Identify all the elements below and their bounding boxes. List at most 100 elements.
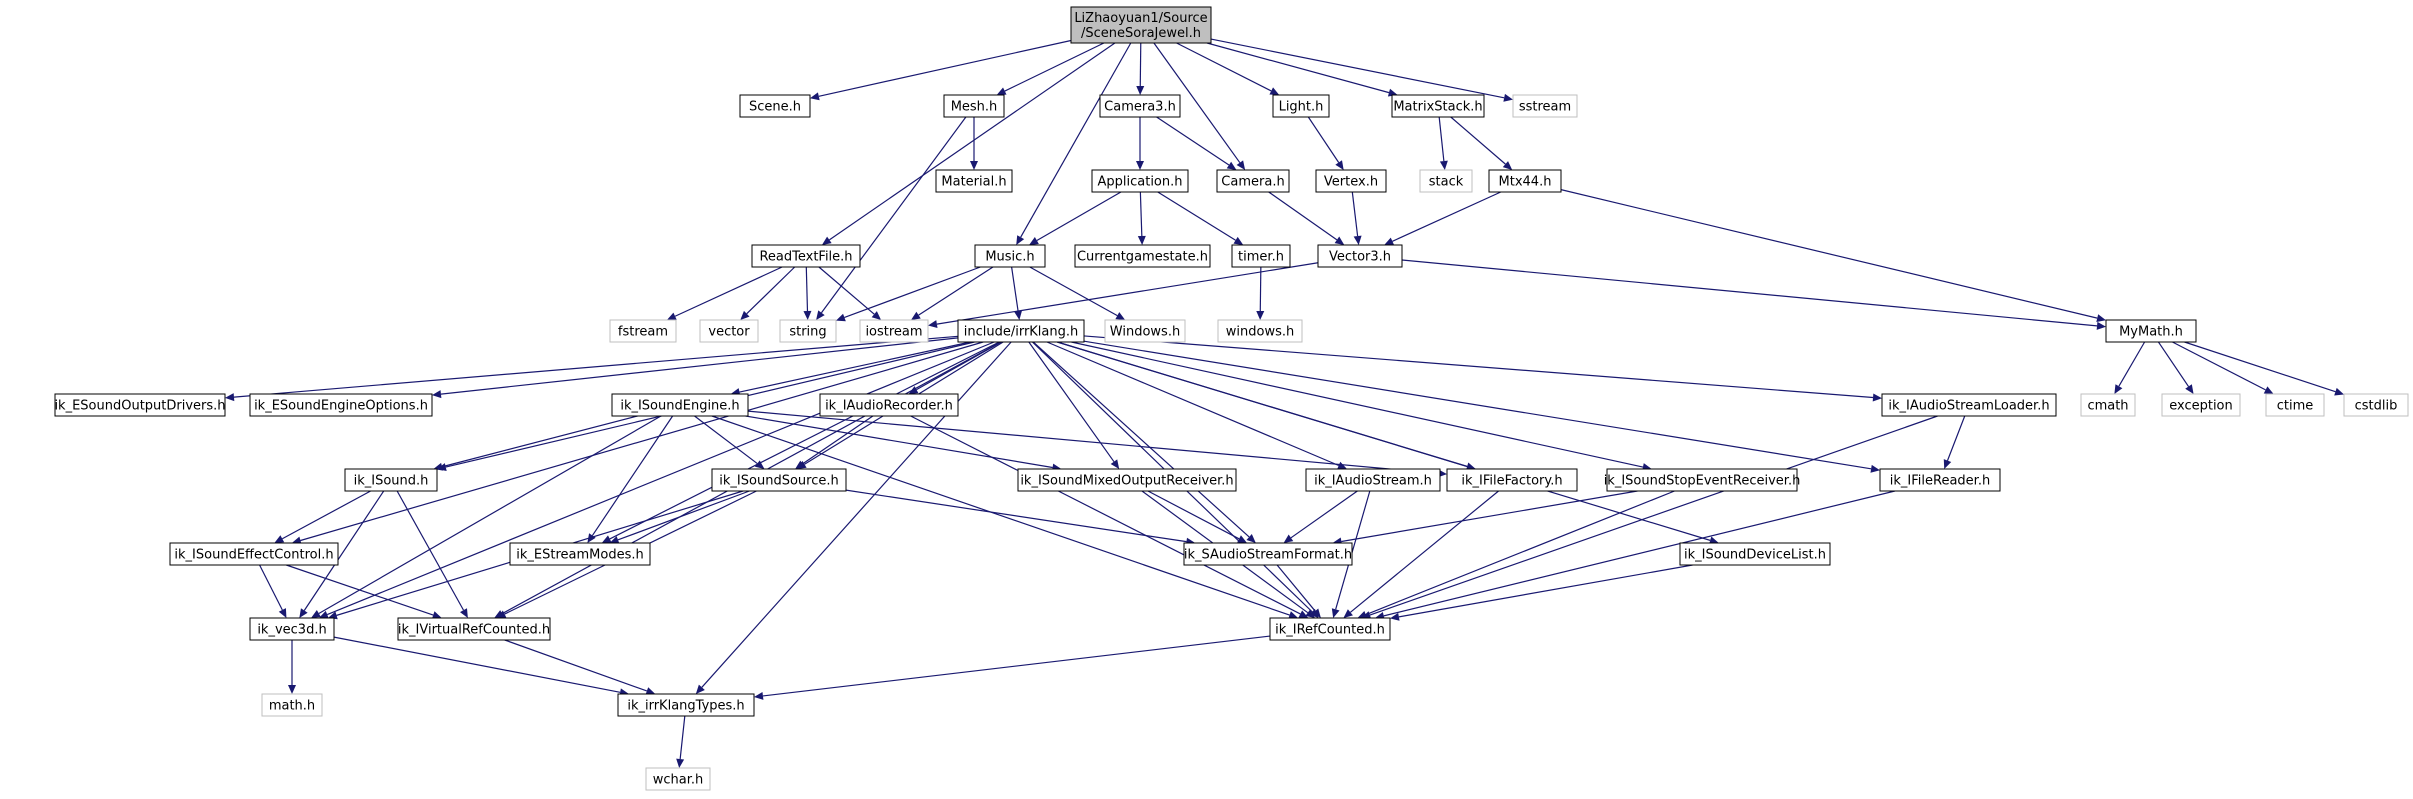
node-isoundstopeventreceiver[interactable]: ik_ISoundStopEventReceiver.h bbox=[1604, 468, 1801, 492]
node-mymath[interactable]: MyMath.h bbox=[2105, 319, 2197, 343]
arrowhead-icon bbox=[2096, 314, 2106, 323]
node-label: Camera.h bbox=[1221, 175, 1284, 190]
node-vertex[interactable]: Vertex.h bbox=[1315, 169, 1387, 193]
node-esoundoutputdrivers[interactable]: ik_ESoundOutputDrivers.h bbox=[54, 393, 226, 417]
node-label: Music.h bbox=[985, 250, 1034, 265]
edge-root-to-sstream bbox=[1210, 38, 1513, 102]
node-irefcounted[interactable]: ik_IRefCounted.h bbox=[1269, 617, 1391, 641]
node-irrklangtypes[interactable]: ik_irrKlangTypes.h bbox=[617, 693, 755, 717]
node-light[interactable]: Light.h bbox=[1272, 94, 1330, 118]
node-label: Mtx44.h bbox=[1499, 175, 1552, 190]
arrowhead-icon bbox=[1503, 93, 1513, 102]
node-box bbox=[1879, 468, 2001, 492]
node-label: ctime bbox=[2277, 399, 2314, 414]
edge-line bbox=[1401, 259, 2098, 327]
edge-irrklang-to-isoundeffectcontrol bbox=[291, 341, 984, 545]
node-mesh[interactable]: Mesh.h bbox=[943, 94, 1005, 118]
node-material[interactable]: Material.h bbox=[935, 169, 1013, 193]
node-label: Light.h bbox=[1279, 100, 1324, 115]
node-label: ik_IFileReader.h bbox=[1890, 474, 1990, 489]
node-iostream: iostream bbox=[859, 319, 929, 343]
edge-isounddevicelist-to-irefcounted bbox=[1390, 564, 1693, 621]
edge-line bbox=[918, 266, 994, 316]
node-estreammodes[interactable]: ik_EStreamModes.h bbox=[509, 542, 651, 566]
node-isoundmixedoutputreceiver[interactable]: ik_ISoundMixedOutputReceiver.h bbox=[1017, 468, 1237, 492]
arrowhead-icon bbox=[225, 393, 235, 402]
arrowhead-icon bbox=[1136, 85, 1145, 95]
arrowhead-icon bbox=[1872, 393, 1882, 402]
edge-line bbox=[820, 116, 967, 314]
node-ifilereader[interactable]: ik_IFileReader.h bbox=[1879, 468, 2001, 492]
node-saudiostreamformat[interactable]: ik_SAudioStreamFormat.h bbox=[1183, 542, 1353, 566]
node-application[interactable]: Application.h bbox=[1091, 169, 1189, 193]
edge-isound-to-ivirtualrefcounted bbox=[396, 490, 468, 618]
edge-irrklang-to-estreammodes bbox=[601, 341, 1000, 543]
edge-line bbox=[303, 490, 385, 611]
node-ivirtualrefcounted[interactable]: ik_IVirtualRefCounted.h bbox=[397, 617, 551, 641]
edge-music-to-iostream bbox=[911, 266, 994, 320]
node-isound[interactable]: ik_ISound.h bbox=[344, 468, 438, 492]
edge-line bbox=[1276, 564, 1316, 612]
edge-line bbox=[441, 415, 638, 468]
node-camera[interactable]: Camera.h bbox=[1216, 169, 1290, 193]
arrowhead-icon bbox=[1226, 161, 1237, 170]
node-box bbox=[2265, 393, 2325, 417]
node-iaudiostream[interactable]: ik_IAudioStream.h bbox=[1305, 468, 1441, 492]
node-box bbox=[739, 94, 811, 118]
node-box bbox=[1881, 393, 2057, 417]
node-box bbox=[1070, 6, 1212, 44]
edge-line bbox=[1032, 341, 1250, 538]
node-iaudiorecorder[interactable]: ik_IAudioRecorder.h bbox=[819, 393, 959, 417]
node-cmath: cmath bbox=[2080, 393, 2136, 417]
edge-vec3d-to-irrklangtypes bbox=[333, 636, 629, 697]
node-music[interactable]: Music.h bbox=[974, 244, 1046, 268]
node-root[interactable]: LiZhaoyuan1/Source/SceneSoraJewel.h bbox=[1070, 6, 1212, 44]
arrowhead-icon bbox=[278, 608, 287, 618]
node-iaudiostreamloader[interactable]: ik_IAudioStreamLoader.h bbox=[1881, 393, 2057, 417]
node-label: exception bbox=[2169, 399, 2233, 414]
node-isoundengine[interactable]: ik_ISoundEngine.h bbox=[611, 393, 749, 417]
node-isoundsource[interactable]: ik_ISoundSource.h bbox=[711, 468, 847, 492]
node-windows_h: Windows.h bbox=[1104, 319, 1186, 343]
arrowhead-icon bbox=[871, 311, 882, 320]
node-vector3[interactable]: Vector3.h bbox=[1317, 244, 1403, 268]
node-vec3d[interactable]: ik_vec3d.h bbox=[249, 617, 335, 641]
edge-line bbox=[679, 715, 686, 760]
node-readtextfile[interactable]: ReadTextFile.h bbox=[751, 244, 861, 268]
edge-root-to-matrixstack bbox=[1206, 42, 1398, 97]
node-camera3[interactable]: Camera3.h bbox=[1099, 94, 1181, 118]
arrowhead-icon bbox=[1439, 160, 1448, 170]
node-matrixstack[interactable]: MatrixStack.h bbox=[1391, 94, 1485, 118]
node-isoundeffectcontrol[interactable]: ik_ISoundEffectControl.h bbox=[169, 542, 339, 566]
edge-line bbox=[1156, 116, 1230, 166]
edge-irrklang-to-iaudiostreamloader bbox=[1083, 335, 1882, 402]
edge-line bbox=[1176, 42, 1272, 92]
edge-line bbox=[1046, 341, 1339, 467]
edge-root-to-camera bbox=[1153, 42, 1246, 170]
edge-vec3d-to-mathh bbox=[288, 640, 296, 694]
node-ifilefactory[interactable]: ik_IFileFactory.h bbox=[1446, 468, 1578, 492]
arrowhead-icon bbox=[2096, 321, 2106, 330]
node-timer[interactable]: timer.h bbox=[1231, 244, 1291, 268]
arrowhead-icon bbox=[1357, 610, 1368, 619]
node-isounddevicelist[interactable]: ik_ISoundDeviceList.h bbox=[1679, 542, 1831, 566]
arrowhead-icon bbox=[645, 687, 656, 695]
node-box bbox=[699, 319, 759, 343]
edge-line bbox=[1398, 564, 1693, 618]
arrowhead-icon bbox=[1337, 461, 1348, 470]
edge-root-to-light bbox=[1176, 42, 1280, 95]
edge-line bbox=[1383, 490, 1896, 617]
node-mtx44[interactable]: Mtx44.h bbox=[1488, 169, 1562, 193]
edge-vector3-to-mymath bbox=[1401, 259, 2106, 330]
edge-isound-to-vec3d bbox=[299, 490, 385, 618]
edge-irrklang-to-iaudiostream bbox=[1046, 341, 1348, 470]
node-label: ik_ESoundEngineOptions.h bbox=[254, 399, 428, 414]
node-irrklang[interactable]: include/irrKlang.h bbox=[957, 319, 1085, 343]
node-label: ik_ISoundSource.h bbox=[719, 474, 838, 489]
node-esoundengineoptions[interactable]: ik_ESoundEngineOptions.h bbox=[249, 393, 433, 417]
node-box bbox=[249, 393, 433, 417]
arrowhead-icon bbox=[496, 610, 507, 618]
node-currentgamestate[interactable]: Currentgamestate.h bbox=[1074, 244, 1211, 268]
node-scene[interactable]: Scene.h bbox=[739, 94, 811, 118]
arrowhead-icon bbox=[1137, 235, 1146, 245]
